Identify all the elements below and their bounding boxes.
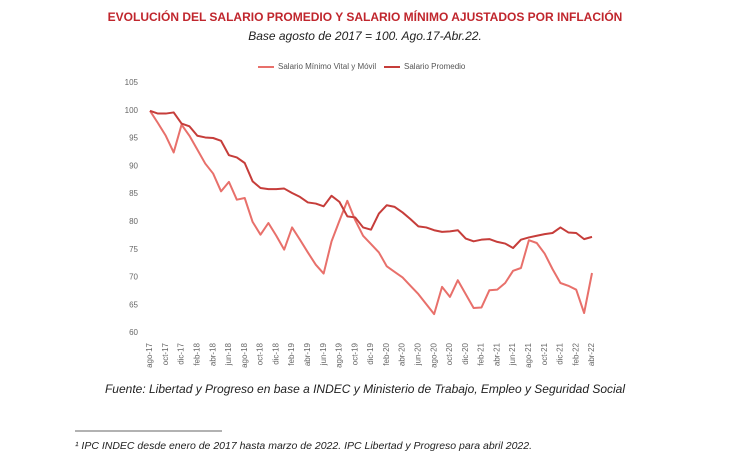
y-tick-label: 105 (125, 78, 139, 87)
source: Fuente: Libertad y Progreso en base a IN… (105, 382, 625, 396)
x-tick-label: dic-19 (366, 342, 375, 364)
x-tick-label: dic-17 (177, 342, 186, 364)
y-tick-label: 65 (129, 300, 138, 309)
y-tick-label: 75 (129, 245, 138, 254)
x-tick-label: oct-18 (256, 342, 265, 365)
legend-label: Salario Promedio (404, 62, 466, 71)
x-tick-label: dic-21 (556, 342, 565, 364)
x-tick-label: ago-21 (524, 342, 533, 367)
x-tick-label: dic-18 (271, 342, 280, 364)
x-tick-label: feb-21 (477, 342, 486, 365)
y-tick-label: 60 (129, 328, 138, 337)
x-tick-label: jun-21 (508, 342, 517, 366)
x-tick-label: oct-20 (445, 342, 454, 365)
series-line (149, 110, 593, 316)
y-tick-label: 70 (129, 273, 138, 282)
x-tick-label: abr-22 (587, 342, 596, 366)
x-tick-label: dic-20 (461, 342, 470, 364)
x-tick-label: oct-19 (350, 342, 359, 365)
x-tick-label: oct-21 (540, 342, 549, 365)
x-tick-label: feb-18 (192, 342, 201, 365)
x-tick-label: ago-18 (240, 342, 249, 367)
x-tick-label: oct-17 (161, 342, 170, 365)
x-tick-label: abr-20 (398, 342, 407, 366)
x-tick-label: jun-19 (319, 342, 328, 366)
x-tick-label: ago-19 (335, 342, 344, 367)
x-tick-label: feb-22 (571, 342, 580, 365)
x-tick-label: jun-20 (413, 342, 422, 366)
x-tick-label: abr-21 (492, 342, 501, 366)
legend-label: Salario Mínimo Vital y Móvil (278, 62, 376, 71)
y-tick-label: 80 (129, 217, 138, 226)
chart-title: EVOLUCIÓN DEL SALARIO PROMEDIO Y SALARIO… (108, 9, 623, 24)
x-tick-label: abr-19 (303, 342, 312, 366)
x-tick-label: abr-18 (208, 342, 217, 366)
x-tick-label: ago-20 (429, 342, 438, 367)
y-tick-label: 95 (129, 134, 138, 143)
footnote: ¹ IPC INDEC desde enero de 2017 hasta ma… (75, 440, 532, 452)
x-tick-label: ago-17 (145, 342, 154, 367)
chart-subtitle: Base agosto de 2017 = 100. Ago.17-Abr.22… (248, 29, 482, 43)
y-tick-label: 85 (129, 189, 138, 198)
series-line (149, 109, 593, 249)
x-tick-label: jun-18 (224, 342, 233, 366)
y-tick-label: 90 (129, 161, 138, 170)
x-tick-label: feb-20 (382, 342, 391, 365)
x-tick-label: feb-19 (287, 342, 296, 365)
y-tick-label: 100 (125, 106, 139, 115)
